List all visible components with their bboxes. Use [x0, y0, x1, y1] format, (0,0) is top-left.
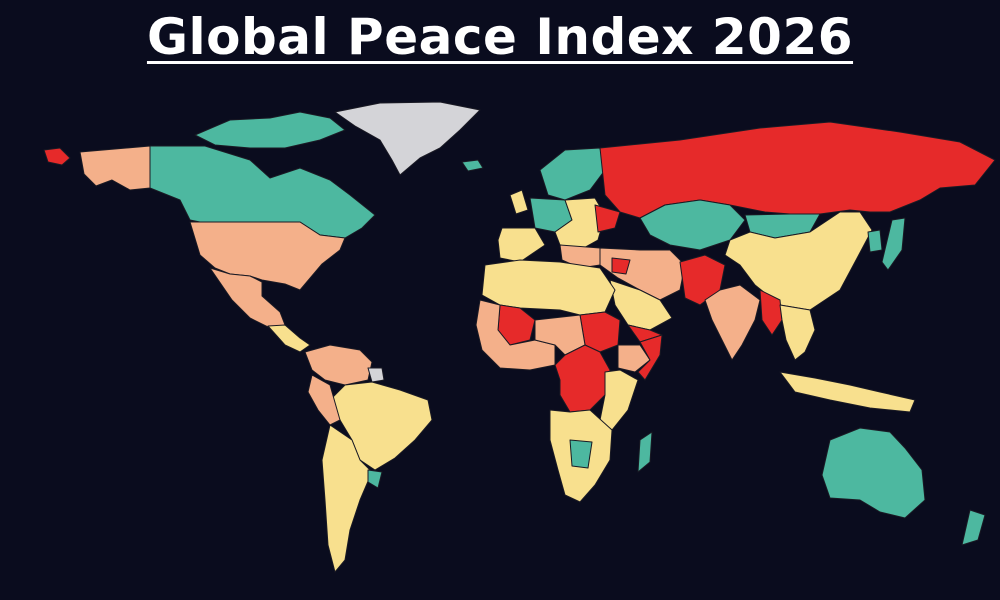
region-alaska-mainland: [79, 145, 151, 191]
region-korea: [867, 229, 883, 253]
region-myanmar: [759, 289, 783, 336]
region-drc: [554, 344, 611, 413]
region-iceland: [461, 159, 484, 172]
region-india: [704, 284, 761, 361]
region-greenland: [334, 101, 481, 176]
region-canada: [149, 145, 376, 239]
region-southeast-asia: [779, 304, 816, 361]
region-indonesia: [779, 371, 916, 413]
region-uruguay: [367, 469, 383, 489]
region-china: [724, 211, 873, 311]
region-botswana-zambia: [569, 439, 593, 469]
region-japan: [881, 217, 906, 271]
region-ethiopia: [617, 344, 651, 373]
region-new-zealand: [961, 509, 986, 546]
region-somalia: [637, 334, 663, 381]
region-argentina-chile: [321, 424, 373, 573]
region-west-africa: [475, 299, 556, 371]
region-australia: [821, 427, 926, 519]
region-east-africa: [599, 369, 639, 431]
region-madagascar: [637, 431, 653, 473]
region-ukraine: [594, 204, 621, 233]
region-saudi-arabia: [609, 279, 673, 331]
map-title: Global Peace Index 2026: [146, 8, 854, 66]
region-united-states: [189, 221, 346, 291]
region-colombia-venezuela: [304, 344, 373, 386]
region-guianas: [367, 367, 385, 383]
region-uk-ireland: [509, 189, 529, 215]
region-scandinavia: [539, 147, 606, 201]
region-canadian-arctic-islands: [194, 111, 346, 149]
region-russia: [599, 121, 996, 219]
region-syria: [611, 257, 631, 275]
region-france-iberia: [497, 227, 546, 263]
region-mexico: [209, 267, 286, 329]
region-alaska: [43, 147, 71, 166]
region-kazakhstan-central-asia: [639, 199, 746, 251]
region-central-america: [267, 324, 311, 353]
